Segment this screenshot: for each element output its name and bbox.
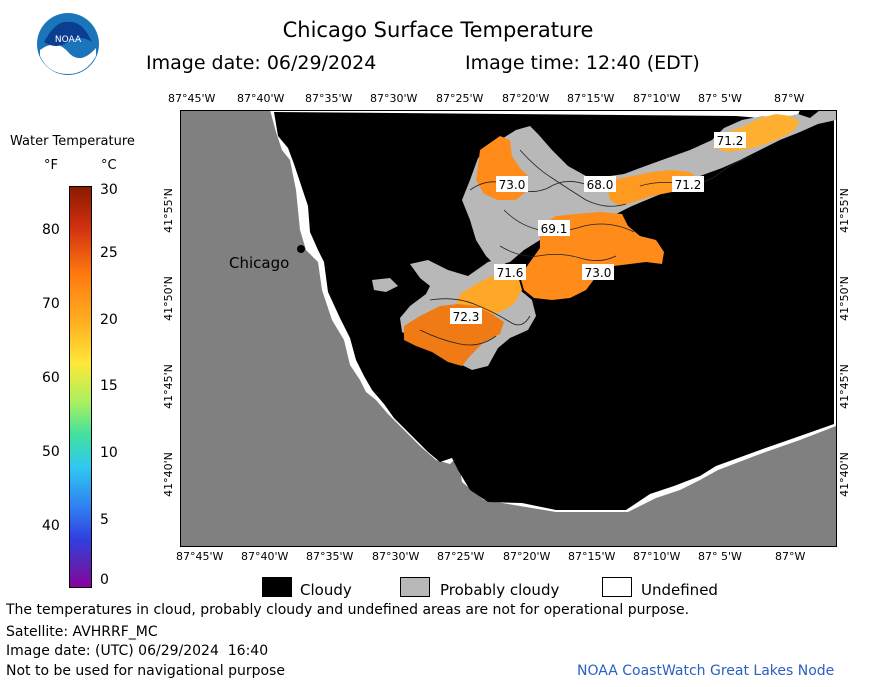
y-tick-left-3: 41°40'N (161, 452, 175, 497)
logo-text: NOAA (55, 35, 82, 45)
legend-cloudy-label: Cloudy (300, 581, 352, 599)
temp-label-8: 72.3 (453, 310, 480, 324)
x-tick-bottom-2: 87°35'W (306, 550, 354, 563)
c-tick-25: 25 (100, 245, 118, 261)
legend-probably-cloudy-label: Probably cloudy (440, 581, 560, 599)
footer-utc-date: Image date: (UTC) 06/29/2024 16:40 (6, 643, 269, 659)
c-tick-20: 20 (100, 312, 118, 328)
footer-satellite: Satellite: AVHRRF_MC (6, 624, 158, 640)
y-tick-right-0: 41°55'N (837, 188, 851, 233)
f-tick-40: 40 (42, 518, 60, 534)
x-tick-top-4: 87°25'W (436, 92, 484, 105)
x-tick-bottom-9: 87°W (775, 550, 806, 563)
x-tick-bottom-1: 87°40'W (241, 550, 289, 563)
c-tick-0: 0 (100, 572, 109, 588)
chicago-marker (297, 245, 305, 253)
footer-note: The temperatures in cloud, probably clou… (6, 602, 690, 618)
f-tick-80: 80 (42, 222, 60, 238)
legend-cloudy-swatch (262, 577, 292, 597)
temp-label-6: 71.6 (497, 266, 524, 280)
y-tick-right-1: 41°50'N (837, 276, 851, 321)
colorbar (69, 186, 92, 588)
y-tick-right-2: 41°45'N (837, 364, 851, 409)
warm-region-5 (456, 270, 522, 316)
x-tick-bottom-4: 87°25'W (437, 550, 485, 563)
x-tick-top-6: 87°15'W (567, 92, 615, 105)
legend-undefined-label: Undefined (641, 581, 718, 599)
x-tick-top-8: 87° 5'W (698, 92, 742, 105)
colorbar-title: Water Temperature (10, 134, 135, 149)
temp-label-1: 73.0 (499, 178, 526, 192)
temp-label-3: 71.2 (675, 178, 702, 192)
unit-c: °C (101, 158, 117, 173)
x-tick-bottom-5: 87°20'W (503, 550, 551, 563)
temp-label-5: 69.1 (541, 222, 568, 236)
f-tick-50: 50 (42, 444, 60, 460)
x-tick-bottom-6: 87°15'W (568, 550, 616, 563)
city-label: Chicago (229, 254, 290, 272)
temperature-map: 73.0 68.0 71.2 71.2 69.1 71.6 73.0 72.3 (180, 110, 837, 547)
x-tick-top-9: 87°W (774, 92, 805, 105)
x-tick-top-0: 87°45'W (168, 92, 216, 105)
image-time: Image time: 12:40 (EDT) (465, 52, 700, 74)
c-tick-5: 5 (100, 512, 109, 528)
noaa-logo: NOAA (36, 12, 100, 76)
c-tick-10: 10 (100, 445, 118, 461)
legend-undefined-swatch (602, 577, 632, 597)
page-title: Chicago Surface Temperature (282, 18, 594, 42)
y-tick-left-0: 41°55'N (161, 188, 175, 233)
y-tick-left-2: 41°45'N (161, 364, 175, 409)
f-tick-70: 70 (42, 296, 60, 312)
temp-label-4: 71.2 (717, 134, 744, 148)
x-tick-bottom-7: 87°10'W (633, 550, 681, 563)
x-tick-bottom-8: 87° 5'W (698, 550, 742, 563)
noaa-logo-icon: NOAA (37, 13, 99, 75)
temp-label-2: 68.0 (587, 178, 614, 192)
x-tick-top-1: 87°40'W (237, 92, 285, 105)
y-tick-left-1: 41°50'N (161, 276, 175, 321)
unit-f: °F (44, 158, 58, 173)
y-tick-right-3: 41°40'N (837, 452, 851, 497)
x-tick-top-7: 87°10'W (633, 92, 681, 105)
probably-cloudy-3 (372, 278, 398, 292)
x-tick-bottom-0: 87°45'W (176, 550, 224, 563)
x-tick-top-5: 87°20'W (502, 92, 550, 105)
footer-nav-warning: Not to be used for navigational purpose (6, 663, 285, 679)
x-tick-bottom-3: 87°30'W (372, 550, 420, 563)
temperature-labels: 73.0 68.0 71.2 71.2 69.1 71.6 73.0 72.3 (450, 132, 746, 324)
image-date: Image date: 06/29/2024 (146, 52, 377, 74)
cloudy-area (274, 110, 834, 510)
temp-label-7: 73.0 (585, 266, 612, 280)
x-tick-top-3: 87°30'W (370, 92, 418, 105)
c-tick-30: 30 (100, 182, 118, 198)
footer-credit: NOAA CoastWatch Great Lakes Node (577, 663, 835, 679)
c-tick-15: 15 (100, 378, 118, 394)
legend-probably-cloudy-swatch (400, 577, 430, 597)
x-tick-top-2: 87°35'W (305, 92, 353, 105)
f-tick-60: 60 (42, 370, 60, 386)
